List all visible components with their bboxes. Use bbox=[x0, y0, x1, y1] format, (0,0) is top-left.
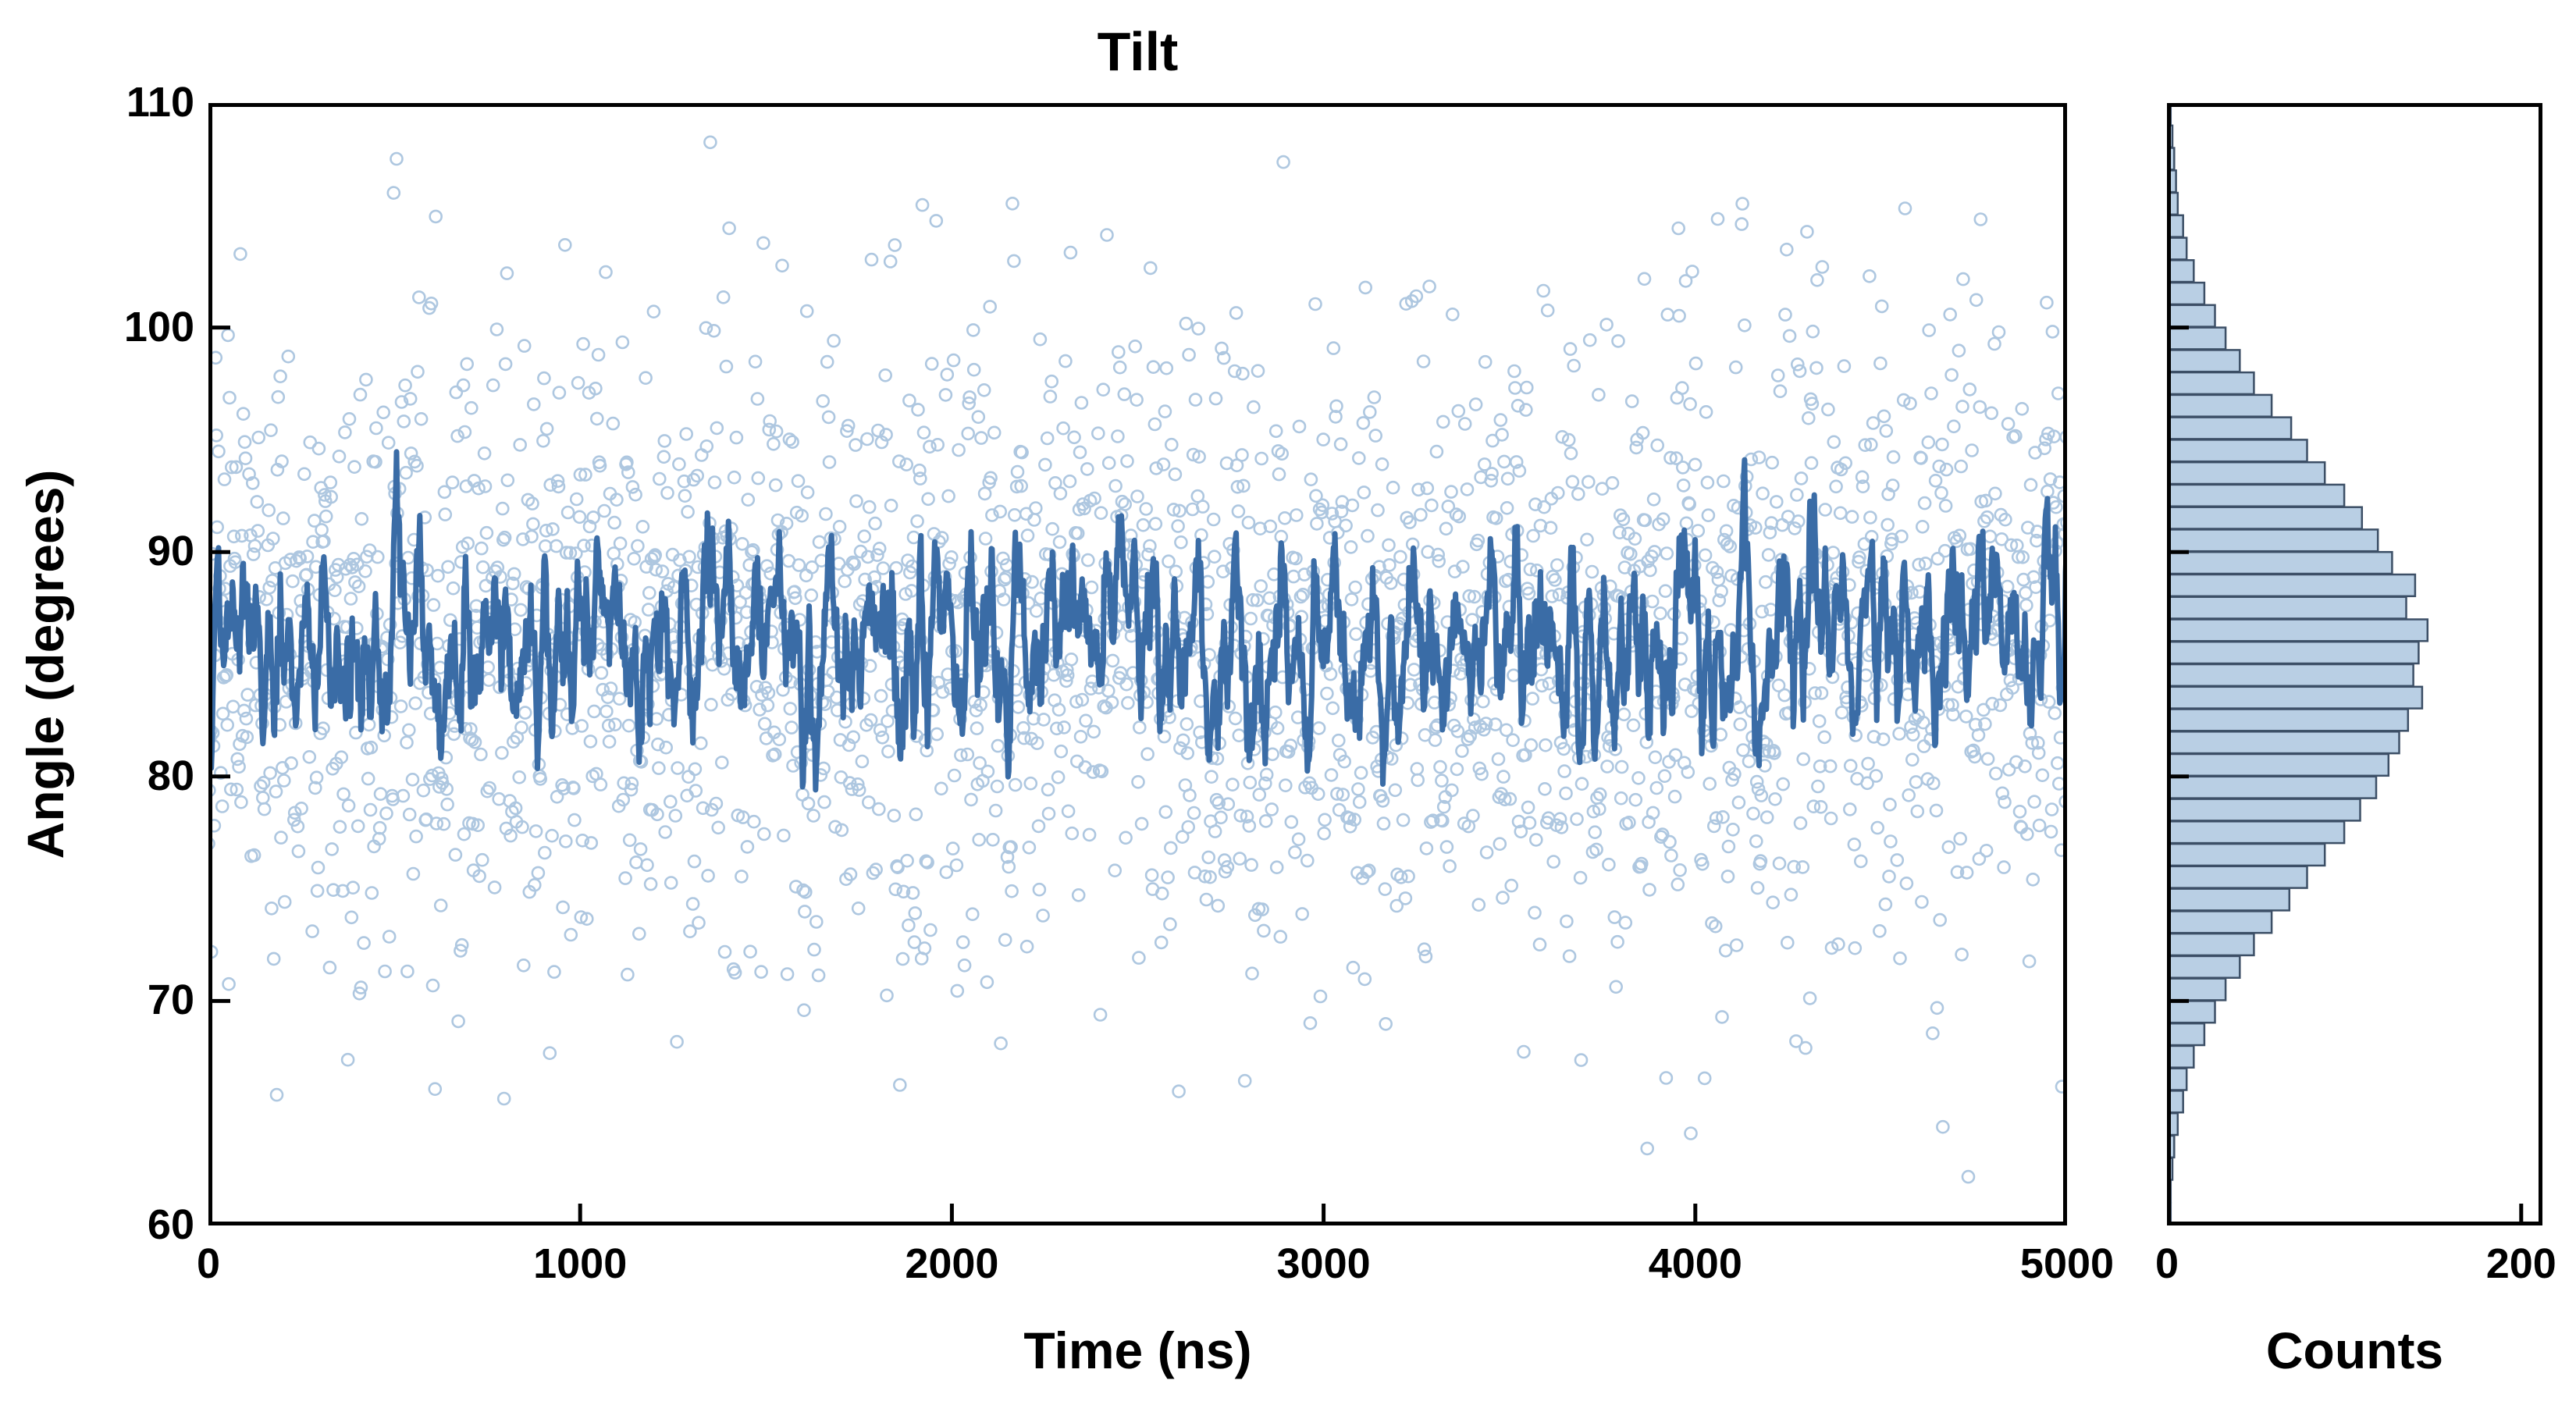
x-tick-label: 1000 bbox=[533, 1240, 628, 1287]
y-tick-label: 80 bbox=[147, 752, 194, 799]
y-tick-label: 110 bbox=[126, 78, 194, 126]
histogram-axes bbox=[2167, 103, 2542, 1225]
x-tick-label: 2000 bbox=[905, 1240, 999, 1287]
counts-tick-label: 0 bbox=[2154, 1240, 2179, 1287]
y-axis-label: Angle (degrees) bbox=[16, 469, 74, 859]
counts-axis-label: Counts bbox=[2265, 1321, 2444, 1379]
y-tick-label: 70 bbox=[147, 976, 194, 1024]
timeseries-axes bbox=[208, 103, 2067, 1225]
y-tick-label: 60 bbox=[147, 1200, 194, 1248]
x-tick-label: 5000 bbox=[2019, 1240, 2115, 1287]
x-tick-label: 3000 bbox=[1276, 1240, 1371, 1287]
y-tick-label: 100 bbox=[123, 303, 194, 350]
y-tick-label: 90 bbox=[147, 527, 194, 574]
x-tick-label: 0 bbox=[196, 1240, 221, 1287]
counts-tick-label: 200 bbox=[2485, 1240, 2556, 1287]
histogram-plot bbox=[2167, 103, 2542, 1225]
timeseries-plot bbox=[208, 103, 2067, 1225]
chart-title: Tilt bbox=[1097, 21, 1179, 82]
x-axis-label: Time (ns) bbox=[1023, 1321, 1252, 1379]
x-tick-label: 4000 bbox=[1648, 1240, 1742, 1287]
